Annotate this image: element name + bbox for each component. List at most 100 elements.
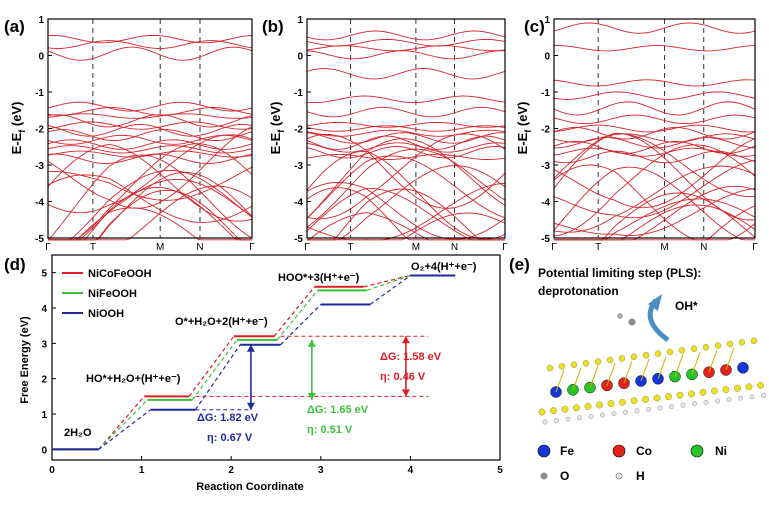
fe-y-tick-label: 3 — [41, 339, 47, 350]
hydrogen-atom — [634, 408, 640, 414]
kpoint-label: Γ — [45, 242, 51, 253]
band-line — [306, 121, 506, 128]
bond — [555, 369, 565, 393]
state-label-1: HO*+H₂O+(H⁺+e⁻) — [86, 373, 181, 385]
band-line — [306, 106, 506, 118]
band-line — [47, 139, 253, 150]
band-line — [306, 182, 506, 240]
band-line — [47, 129, 253, 141]
fe-x-tick-label: 3 — [318, 465, 324, 476]
y-tick-label: -5 — [541, 234, 550, 245]
y-tick-label: 1 — [297, 15, 303, 26]
band-line — [554, 204, 756, 241]
band-line — [553, 164, 756, 241]
oxygen-atom — [584, 402, 592, 410]
oxygen-atom — [596, 401, 603, 409]
oxygen-atom — [630, 353, 638, 360]
fe-y-tick-label: 1 — [41, 410, 47, 421]
band-line — [306, 132, 506, 144]
fe-connector-NiCoFeOOH — [363, 274, 411, 288]
oxygen-atom — [699, 388, 707, 396]
band-line — [306, 155, 506, 219]
band-line — [47, 121, 253, 130]
band-line — [47, 174, 253, 223]
oxygen-atom — [711, 387, 718, 395]
hydrogen-atom — [680, 402, 686, 408]
kpoint-label: Γ — [304, 242, 310, 253]
hydrogen-atom — [703, 399, 709, 405]
dg-arrow-ni-head-top — [246, 344, 255, 352]
band-line — [553, 114, 756, 125]
hydrogen-atom — [657, 405, 663, 411]
band-line — [47, 114, 253, 128]
bond — [589, 365, 599, 388]
hydrogen-atom — [726, 397, 732, 402]
fe-connector-NiFeOOH — [98, 399, 148, 450]
hydrogen-atom — [623, 409, 628, 415]
oxygen-atom — [678, 347, 686, 354]
annotation-ni-eta: η: 0.67 V — [207, 432, 253, 444]
fe-x-tick-label: 2 — [228, 465, 234, 476]
panel-label-d: (d) — [4, 255, 26, 274]
legend-co-label: Co — [636, 444, 652, 458]
hydrogen-atom — [542, 419, 548, 425]
legend-ni-atom-icon — [690, 444, 704, 458]
oxygen-atom — [594, 358, 602, 365]
oxygen-atom — [561, 405, 569, 413]
oxygen-atom — [607, 400, 615, 407]
fe-connector-NiFeOOH — [276, 289, 319, 341]
bond — [725, 347, 735, 371]
band-line — [47, 34, 253, 44]
oxygen-atom — [676, 391, 684, 399]
y-tick-label: 0 — [38, 52, 44, 63]
band-line — [48, 189, 252, 241]
state-label-3: HOO*+3(H⁺+e⁻) — [278, 272, 360, 284]
oxygen-atom — [642, 395, 649, 403]
oxygen-atom — [738, 339, 746, 346]
oxygen-atom — [570, 361, 578, 368]
oxygen-atom — [726, 340, 734, 348]
free-energy-diagram: 0 1 2 3 4 5 0 1 2 3 4 5 — [41, 254, 503, 476]
hydrogen-atom — [588, 413, 594, 419]
hydrogen-atom — [715, 398, 720, 404]
band-line — [47, 154, 253, 241]
oxygen-atom — [630, 397, 638, 405]
kpoint-label: N — [700, 242, 707, 253]
band-ylabel: E-Ef (eV) — [9, 102, 27, 155]
legend-fe-atom-icon — [537, 444, 551, 458]
y-tick-label: -2 — [35, 125, 44, 136]
dg-arrow-nicofe-head-bottom — [401, 389, 410, 397]
kpoint-label: M — [412, 242, 420, 253]
annotation-nife-dg: ΔG: 1.65 eV — [307, 404, 369, 416]
fe-x-tick-label: 0 — [49, 465, 55, 476]
band-line — [553, 101, 756, 116]
band-line — [553, 144, 756, 237]
hydrogen-atom — [554, 418, 559, 423]
panel-label-a: (a) — [4, 17, 25, 36]
kpoint-label: T — [595, 242, 601, 253]
bond — [657, 356, 667, 379]
oxygen-atom — [757, 381, 764, 389]
band-line — [47, 126, 253, 209]
y-tick-label: -2 — [294, 125, 303, 136]
kpoint-label: Γ — [502, 242, 508, 253]
dg-arrow-nicofe-head-top — [401, 336, 410, 344]
y-tick-label: -1 — [294, 88, 303, 99]
dg-arrow-ni-head-bottom — [246, 402, 255, 410]
band-line — [47, 40, 253, 49]
bond — [572, 367, 582, 390]
legend-label-ni: NiOOH — [88, 308, 124, 320]
annotation-nife-eta: η: 0.51 V — [307, 424, 353, 436]
band-line — [306, 133, 506, 209]
band-line — [47, 150, 253, 158]
fe-x-tick-label: 4 — [408, 465, 414, 476]
band-line — [47, 153, 253, 164]
band-line — [306, 182, 506, 241]
hydrogen-atom — [565, 416, 571, 422]
bond — [606, 363, 616, 386]
fe-y-tick-label: 4 — [41, 304, 47, 315]
fe-connector-NiOOH — [369, 275, 411, 305]
y-tick-label: -3 — [294, 161, 303, 172]
oxygen-atom — [714, 342, 722, 349]
bond — [708, 350, 718, 373]
